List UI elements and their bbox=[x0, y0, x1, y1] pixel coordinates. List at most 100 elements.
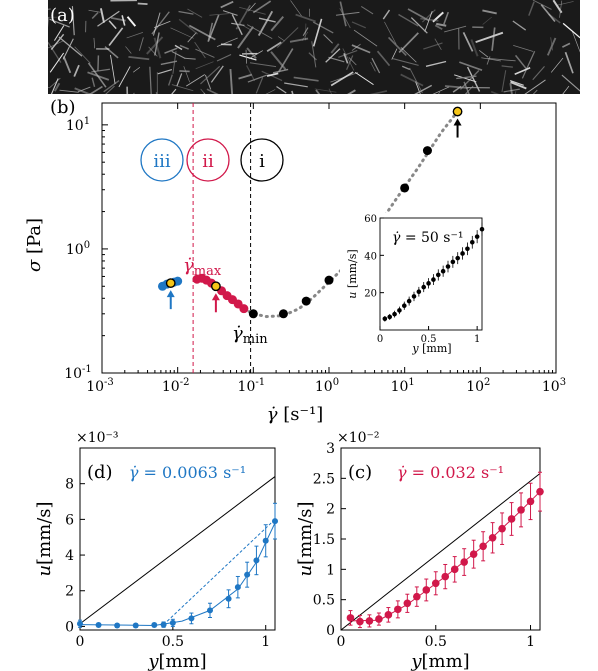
fiber bbox=[53, 25, 65, 41]
fiber bbox=[71, 6, 75, 36]
panel-d-ytick-label: 2 bbox=[65, 584, 74, 600]
fiber bbox=[178, 10, 194, 15]
fiber bbox=[425, 60, 447, 67]
fiber bbox=[128, 55, 150, 61]
fiber bbox=[421, 9, 436, 23]
fiber bbox=[48, 40, 65, 49]
panel-d-ytick-label: 6 bbox=[65, 512, 74, 528]
fiber bbox=[62, 38, 74, 60]
fiber bbox=[204, 74, 212, 90]
fiber bbox=[392, 58, 419, 66]
panel-c-affine-line bbox=[340, 473, 541, 631]
fiber bbox=[88, 85, 103, 94]
fiber bbox=[434, 24, 443, 31]
gamma-min-sub: min bbox=[243, 332, 268, 347]
fiber bbox=[464, 85, 474, 94]
panel-c-ytick-label: 0 bbox=[326, 623, 335, 639]
fiber bbox=[171, 84, 194, 92]
fiber bbox=[510, 81, 527, 90]
fiber bbox=[487, 57, 516, 62]
fiber bbox=[261, 70, 283, 82]
panel-d-ytick-label: 8 bbox=[65, 477, 74, 493]
fiber bbox=[270, 15, 285, 32]
fiber bbox=[74, 87, 92, 94]
fiber bbox=[323, 34, 333, 44]
fiber bbox=[183, 66, 190, 83]
fiber bbox=[407, 8, 430, 22]
fiber bbox=[220, 0, 234, 9]
fiber bbox=[434, 38, 442, 51]
gamma-max-sub: max bbox=[194, 264, 222, 279]
fiber bbox=[266, 72, 279, 77]
fiber bbox=[314, 88, 337, 93]
b-xtick-base: 10 bbox=[238, 379, 256, 395]
b-xtick-exp: -1 bbox=[255, 377, 265, 388]
panel-d-dashed-line bbox=[163, 519, 276, 626]
panel-c-point bbox=[441, 572, 450, 581]
fiber bbox=[459, 61, 483, 71]
b-ytick-base: 10 bbox=[64, 366, 82, 382]
panel-d-point bbox=[272, 518, 278, 525]
fiber bbox=[49, 52, 65, 73]
b-xtick-base: 10 bbox=[162, 379, 180, 395]
panel-c-xtick-label: 0 bbox=[337, 634, 346, 650]
fiber bbox=[188, 24, 216, 41]
panel-c-point bbox=[384, 611, 393, 619]
fiber bbox=[312, 18, 323, 47]
fiber bbox=[351, 21, 366, 29]
fiber bbox=[157, 69, 173, 75]
fiber bbox=[154, 32, 160, 56]
b-xtick-label: 100 bbox=[315, 377, 339, 395]
fiber bbox=[410, 17, 428, 34]
panel-d-point bbox=[169, 619, 176, 626]
b-xtick-label: 102 bbox=[466, 377, 490, 395]
panel-c-point bbox=[450, 565, 459, 574]
fiber bbox=[272, 68, 289, 74]
fiber bbox=[179, 70, 190, 73]
panel-c-point bbox=[346, 614, 355, 622]
fiber bbox=[103, 79, 120, 93]
inset-xlabel-symbol: y bbox=[411, 342, 422, 355]
inset-point bbox=[406, 298, 412, 304]
fiber bbox=[216, 54, 232, 62]
panel-d-point bbox=[114, 622, 121, 629]
inset-point bbox=[465, 246, 470, 252]
panel-d-ylabel-symbol: u bbox=[34, 565, 55, 577]
fiber bbox=[49, 18, 70, 28]
fiber bbox=[252, 0, 272, 14]
fiber bbox=[330, 43, 340, 54]
fiber bbox=[222, 10, 238, 16]
b-xtick-base: 10 bbox=[86, 379, 104, 395]
panel-d-point bbox=[95, 622, 102, 629]
fiber bbox=[239, 54, 257, 61]
fiber bbox=[409, 67, 423, 94]
fiber bbox=[400, 47, 417, 63]
fiber bbox=[351, 44, 371, 54]
panel-label-b: (b) bbox=[50, 97, 76, 118]
inset-ylabel-unit: [mm/s] bbox=[346, 249, 359, 288]
panel-c-point bbox=[488, 533, 497, 542]
fiber bbox=[382, 9, 391, 20]
fiber bbox=[276, 86, 287, 94]
fiber bbox=[376, 50, 391, 67]
fiber bbox=[53, 82, 61, 92]
inset-point bbox=[416, 289, 422, 295]
fiber-texture bbox=[48, 0, 580, 94]
fiber bbox=[463, 81, 470, 94]
fiber bbox=[528, 1, 535, 16]
fiber bbox=[509, 80, 524, 86]
fiber bbox=[179, 44, 189, 50]
fiber bbox=[561, 74, 580, 92]
inset-point bbox=[421, 284, 427, 290]
fiber bbox=[265, 89, 276, 94]
panel-c-xtick-label: 1 bbox=[526, 634, 535, 650]
inset-point bbox=[382, 316, 388, 322]
panel-d-ytick-label: 0 bbox=[65, 619, 74, 635]
fiber bbox=[456, 75, 477, 80]
panel-d-title: γ̇ = 0.0063 s⁻¹ bbox=[129, 463, 246, 482]
region-ii-label: ii bbox=[202, 151, 214, 172]
panel-c-xtick-label: 0.5 bbox=[425, 634, 447, 650]
fiber bbox=[343, 53, 349, 64]
panel-d-point bbox=[244, 571, 251, 578]
panel-d-xlabel: y[mm] bbox=[147, 651, 206, 671]
